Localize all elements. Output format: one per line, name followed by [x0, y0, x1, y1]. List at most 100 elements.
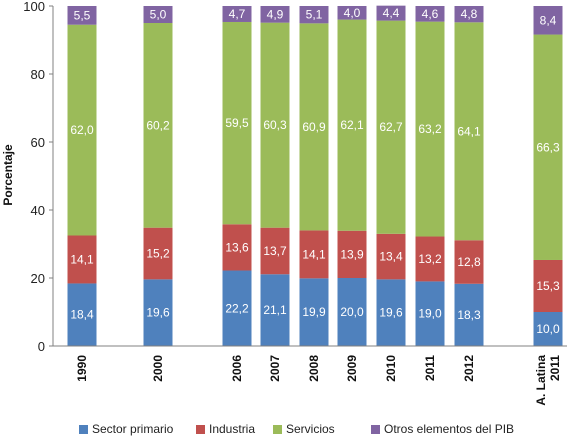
data-label: 13,7 — [263, 244, 287, 258]
legend: Sector primario Industria Servicios Otros e… — [0, 421, 567, 437]
data-label: 13,4 — [379, 250, 403, 264]
data-label: 5,1 — [306, 8, 323, 22]
y-tick-label: 40 — [31, 203, 45, 218]
bar-segment — [299, 230, 329, 279]
bar-segment — [67, 6, 97, 25]
bar-segment — [260, 6, 290, 23]
bar-segment — [376, 5, 406, 21]
data-label: 4,6 — [422, 7, 439, 21]
bar-segment — [222, 6, 252, 22]
x-tick-label: 2006 — [230, 355, 244, 382]
bar-segment — [376, 279, 406, 346]
bar-segment — [415, 6, 445, 22]
bar-segment — [376, 233, 406, 280]
bar-segment — [143, 6, 173, 23]
axes-group: 0 20 40 60 80 100 1990 2000 2006 2007 2008 2009 2010… — [23, 0, 567, 406]
bar-segment — [260, 22, 290, 228]
bar-segment — [299, 278, 329, 346]
legend-item: Industria — [196, 421, 255, 437]
x-tick-label: 2008 — [307, 355, 321, 382]
data-label: 18,4 — [70, 308, 94, 322]
x-tick-label: 2011 — [423, 355, 437, 381]
data-label: 5,0 — [150, 8, 167, 22]
data-label: 10,0 — [536, 322, 560, 336]
x-tick-label: 2000 — [151, 355, 165, 382]
bar-segment — [260, 274, 290, 346]
bar-segment — [533, 34, 563, 260]
data-label: 62,7 — [379, 120, 403, 134]
data-label: 13,6 — [225, 240, 249, 254]
bar-segment — [143, 227, 173, 280]
bar-segment — [337, 19, 367, 231]
legend-swatch — [273, 424, 282, 434]
legend-item: Servicios — [273, 421, 335, 437]
y-tick-label: 80 — [31, 67, 45, 82]
data-label: 60,2 — [146, 118, 170, 132]
legend-label: Servicios — [286, 422, 335, 436]
x-tick-label: 2012 — [462, 355, 476, 382]
y-axis-label: Porcentaje — [1, 144, 15, 206]
bar-segment — [299, 6, 329, 24]
data-label: 14,1 — [302, 247, 326, 261]
x-tick-label: 2010 — [384, 355, 398, 382]
data-label: 62,1 — [340, 118, 364, 132]
data-label: 21,1 — [263, 303, 287, 317]
bar-segment — [222, 224, 252, 271]
data-label: 13,9 — [340, 247, 364, 261]
bar-segment — [222, 21, 252, 225]
bar-segment — [67, 24, 97, 236]
legend-swatch — [371, 424, 380, 434]
x-tick-label: A. Latina2011 — [534, 355, 562, 406]
bar-segment — [533, 6, 563, 35]
data-label: 66,3 — [536, 140, 560, 154]
stacked-bar-chart: Porcentaje 18,4 14,1 62,0 5,5 19,6 15,2 60,2 5,… — [1, 0, 567, 406]
y-tick-label: 60 — [31, 135, 45, 150]
data-label: 13,2 — [418, 252, 442, 266]
data-label: 4,4 — [383, 6, 400, 20]
legend-label: Otros elementos del PIB — [384, 422, 515, 436]
bar-segment — [454, 22, 484, 241]
data-label: 15,2 — [146, 247, 170, 261]
data-label: 19,0 — [418, 307, 442, 321]
data-label: 62,0 — [70, 123, 94, 137]
data-label: 4,0 — [344, 6, 361, 20]
data-label: 63,2 — [418, 122, 442, 136]
bars-group — [67, 5, 563, 346]
data-label: 8,4 — [540, 13, 557, 27]
bar-segment — [337, 278, 367, 346]
data-label: 18,3 — [457, 308, 481, 322]
bar-segment — [454, 283, 484, 346]
bar-segment — [143, 23, 173, 228]
legend-item: Sector primario — [79, 421, 173, 437]
bar-segment — [376, 20, 406, 234]
bar-segment — [415, 236, 445, 282]
legend-item: Otros elementos del PIB — [371, 421, 514, 437]
x-tick-label: 2009 — [345, 355, 359, 382]
data-label: 64,1 — [457, 124, 481, 138]
legend-swatch — [79, 424, 88, 434]
y-tick-label: 20 — [31, 271, 45, 286]
data-label: 19,6 — [146, 306, 170, 320]
data-label: 4,7 — [229, 7, 246, 21]
data-label: 22,2 — [225, 301, 249, 315]
data-label: 15,3 — [536, 279, 560, 293]
data-label: 5,5 — [74, 8, 91, 22]
bar-segment — [337, 230, 367, 278]
bar-segment — [415, 21, 445, 237]
data-label: 12,8 — [457, 255, 481, 269]
bar-segment — [415, 281, 445, 346]
bar-segment — [299, 23, 329, 231]
bar-segment — [454, 6, 484, 23]
data-label: 60,9 — [302, 120, 326, 134]
bar-segment — [222, 270, 252, 346]
bar-segment — [533, 259, 563, 312]
data-label: 14,1 — [70, 252, 94, 266]
y-tick-label: 100 — [23, 0, 45, 14]
bar-segment — [143, 279, 173, 346]
data-label: 4,8 — [461, 7, 478, 21]
data-label: 19,9 — [302, 305, 326, 319]
y-tick-label: 0 — [38, 339, 45, 354]
data-labels-group: 18,4 14,1 62,0 5,5 19,6 15,2 60,2 5,0 22,2 13,6 59… — [70, 6, 560, 336]
bar-segment — [260, 227, 290, 275]
bar-segment — [454, 240, 484, 284]
